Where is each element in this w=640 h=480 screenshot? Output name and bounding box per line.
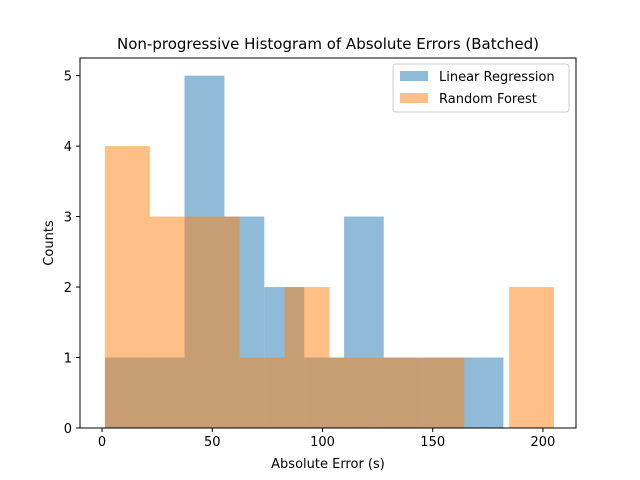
y-tick-label: 0 [64, 422, 72, 437]
x-tick-label: 200 [531, 435, 556, 450]
legend-box [392, 63, 570, 113]
bar-random-forest-5 [329, 357, 375, 428]
x-tick-label: 0 [98, 435, 106, 450]
plot-frame [79, 57, 577, 429]
legend-swatch-linear-regression [400, 71, 428, 81]
x-tick-label: 150 [420, 435, 445, 450]
bar-random-forest-4 [284, 287, 330, 428]
legend: Linear Regression Random Forest [392, 63, 570, 113]
bar-random-forest-6 [374, 357, 420, 428]
y-tick-label: 2 [64, 281, 72, 296]
bar-linear-regression-9 [463, 357, 504, 428]
bar-random-forest-2 [194, 216, 240, 428]
y-axis-ticks: 0 1 2 3 4 5 [64, 70, 80, 437]
x-tick-label: 100 [310, 435, 335, 450]
legend-label-random-forest: Random Forest [439, 92, 537, 107]
legend-swatch-random-forest [400, 93, 428, 103]
y-axis-label: Counts [42, 220, 57, 266]
bar-random-forest-0 [104, 146, 150, 428]
bar-random-forest-1 [149, 216, 195, 428]
y-tick-label: 5 [64, 70, 72, 85]
x-axis-ticks: 0 50 100 150 200 [98, 428, 555, 450]
y-tick-label: 1 [64, 352, 72, 367]
legend-label-linear-regression: Linear Regression [439, 70, 555, 85]
y-tick-label: 3 [64, 211, 72, 226]
bar-random-forest-9 [509, 287, 554, 428]
x-axis-label: Absolute Error (s) [271, 457, 385, 472]
bars-layer [104, 75, 554, 428]
bar-random-forest-7 [419, 357, 465, 428]
y-tick-label: 4 [64, 140, 72, 155]
chart-title: Non-progressive Histogram of Absolute Er… [117, 35, 539, 53]
x-tick-label: 50 [204, 435, 221, 450]
bar-random-forest-3 [239, 357, 285, 428]
